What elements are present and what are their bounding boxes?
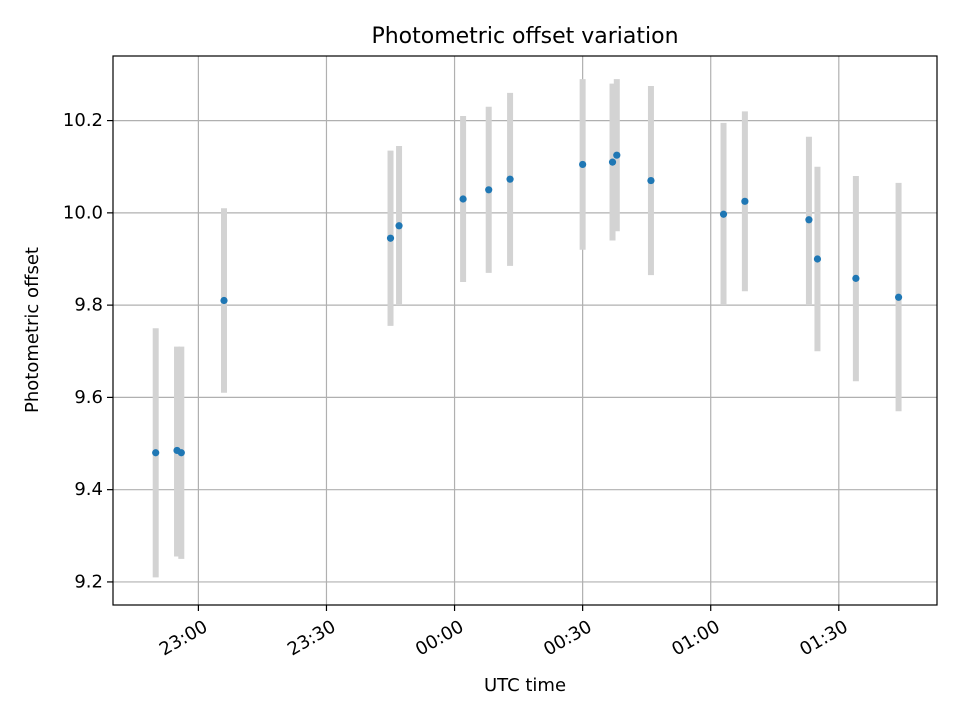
data-point (608, 158, 617, 166)
data-points (152, 151, 903, 457)
data-point (220, 296, 228, 305)
data-point (177, 449, 185, 457)
data-point (719, 210, 728, 218)
data-point (579, 160, 587, 169)
data-point (613, 151, 621, 159)
data-point (459, 195, 467, 203)
x-tick-label: 00:00 (412, 616, 467, 660)
x-tick-label: 01:00 (668, 616, 723, 660)
y-axis-ticks: 9.2 9.4 9.6 9.8 10.0 10.2 (63, 110, 113, 592)
x-tick-label: 00:30 (540, 616, 595, 660)
y-tick-label: 10.2 (63, 110, 103, 131)
data-point (741, 197, 749, 205)
data-point (485, 186, 493, 194)
data-point (647, 176, 655, 185)
y-tick-label: 9.4 (74, 479, 103, 500)
data-point (894, 293, 903, 301)
x-tick-label: 23:00 (156, 616, 211, 660)
y-tick-label: 9.8 (74, 295, 103, 316)
y-tick-label: 9.6 (74, 387, 103, 408)
x-axis-ticks: 23:00 23:30 00:00 00:30 01:00 01:30 (156, 605, 852, 660)
y-axis-label: Photometric offset (22, 247, 43, 413)
x-tick-label: 23:30 (284, 616, 339, 660)
grid-lines (113, 56, 937, 605)
plot-frame (112, 55, 938, 606)
data-point (152, 449, 160, 457)
x-tick-label: 01:30 (796, 616, 851, 660)
y-tick-label: 10.0 (63, 202, 103, 223)
x-axis-label: UTC time (484, 675, 566, 696)
data-point (805, 216, 813, 224)
data-point (852, 274, 860, 282)
data-point (386, 234, 395, 242)
error-bars (152, 79, 902, 578)
data-point (395, 222, 403, 230)
data-point (813, 255, 822, 263)
data-point (506, 175, 514, 183)
y-tick-label: 9.2 (74, 571, 103, 592)
chart-title: Photometric offset variation (371, 24, 678, 49)
